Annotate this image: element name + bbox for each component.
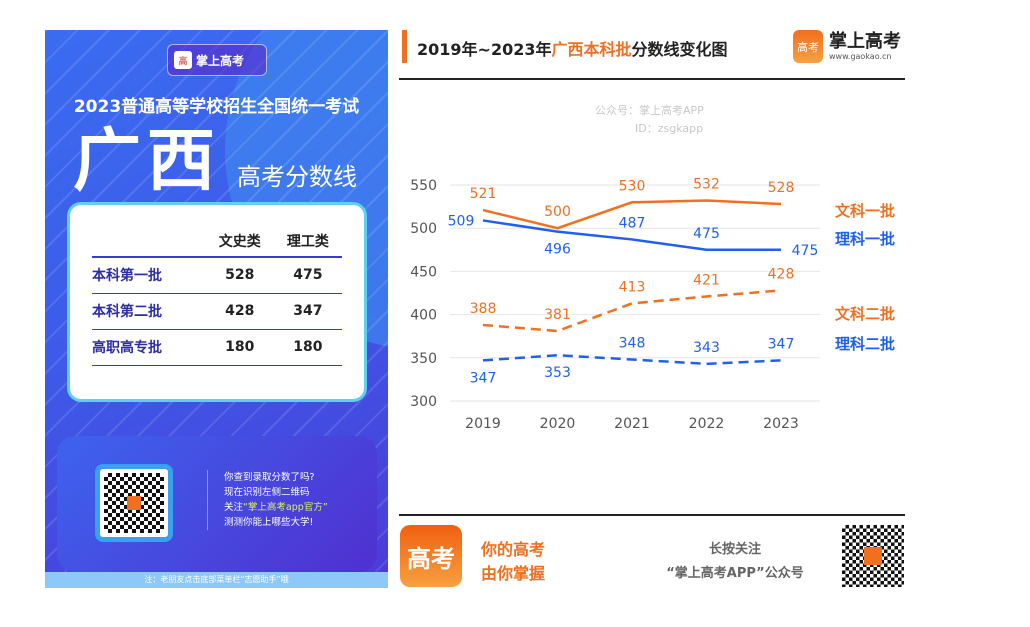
watermark: 公众号：掌上高考APP <box>595 103 704 117</box>
qr-code[interactable] <box>95 464 173 542</box>
data-label: 343 <box>693 340 720 356</box>
x-tick-label: 2022 <box>689 416 725 432</box>
score-table: 文史类 理工类 本科第一批 528 475 本科第二批 428 347 高职高专批 180 1… <box>92 225 342 366</box>
cell: 528 <box>205 257 274 294</box>
gaokao-logo-icon: 高考 <box>793 30 823 63</box>
header-cell: 理工类 <box>273 225 342 258</box>
header-cell <box>92 225 206 258</box>
y-tick-label: 300 <box>410 394 437 410</box>
promo-line: 关注“掌上高考app官方” <box>224 500 328 515</box>
x-tick-label: 2021 <box>614 416 650 432</box>
line-chart: 公众号：掌上高考APP ID：zsgkapp 300 350 400 450 500 550 2… <box>410 103 895 432</box>
chart-title: 2019年~2023年广西本科批分数线变化图 <box>417 36 728 60</box>
series-line-1 <box>482 219 781 252</box>
legend-label: 理科一批 <box>835 230 895 248</box>
data-label: 487 <box>619 215 646 231</box>
data-label: 475 <box>792 243 819 259</box>
slogan-line: 你的高考 <box>481 540 546 559</box>
slogan-line: 由你掌握 <box>481 564 546 583</box>
data-label: 530 <box>619 178 646 194</box>
x-tick-label: 2023 <box>763 416 799 432</box>
table-row: 本科第一批 528 475 <box>92 257 342 294</box>
watermark: ID：zsgkapp <box>635 122 703 135</box>
brand-badge: 高掌上高考 <box>167 44 267 76</box>
data-label: 388 <box>470 301 497 317</box>
title-accent-bar <box>402 30 407 63</box>
follow-text: 长按关注 “掌上高考APP”公众号 <box>645 538 825 586</box>
divider <box>399 514 905 516</box>
promo-line: 现在识别左侧二维码 <box>224 487 310 498</box>
brand-name: 掌上高考 <box>829 31 901 52</box>
promo-text-part: 关注 <box>224 502 244 513</box>
promo-panel: 你查到录取分数了吗? 现在识别左侧二维码 关注“掌上高考app官方” 测测你能上… <box>57 436 377 572</box>
slogan: 你的高考 由你掌握 <box>481 538 545 586</box>
data-label: 347 <box>768 336 795 352</box>
gaokao-app-icon: 高考 <box>400 525 462 587</box>
y-tick-label: 350 <box>410 351 437 367</box>
region-title: 广西 <box>73 122 222 201</box>
series-line-2 <box>482 289 782 333</box>
cell: 428 <box>205 293 274 330</box>
title-part: 分数线变化图 <box>631 40 728 59</box>
cell: 180 <box>205 329 274 366</box>
follow-line: 长按关注 <box>708 542 761 557</box>
brand-url: www.gaokao.cn <box>829 52 892 61</box>
cell: 本科第一批 <box>92 257 206 294</box>
data-label: 348 <box>619 336 646 352</box>
y-tick-label: 500 <box>410 221 437 237</box>
promo-line: 你查到录取分数了吗? <box>224 472 315 483</box>
divider <box>399 78 905 80</box>
y-tick-label: 450 <box>410 264 437 280</box>
score-card: 文史类 理工类 本科第一批 528 475 本科第二批 428 347 高职高专批 180 1… <box>67 202 367 402</box>
promo-highlight: “掌上高考app官方” <box>243 502 328 513</box>
brand-name: 掌上高考 <box>196 53 245 68</box>
data-label: 532 <box>693 177 720 193</box>
series-line-0 <box>482 199 782 230</box>
data-label: 509 <box>448 213 475 229</box>
qr-code[interactable] <box>842 525 904 587</box>
cell: 475 <box>273 257 342 294</box>
legend-label: 理科二批 <box>835 335 895 353</box>
cell: 高职高专批 <box>92 329 206 366</box>
data-label: 413 <box>619 279 646 295</box>
data-label: 381 <box>544 307 571 323</box>
legend-label: 文科一批 <box>835 202 895 220</box>
x-tick-label: 2019 <box>465 416 501 432</box>
legend-label: 文科二批 <box>835 305 895 323</box>
data-label: 521 <box>470 186 497 202</box>
promo-line: 测测你能上哪些大学! <box>224 517 314 528</box>
data-label: 475 <box>693 226 720 242</box>
poster-subtitle: 高考分数线 <box>237 163 357 191</box>
cell: 180 <box>273 329 342 366</box>
title-part: 2019年~2023年 <box>417 40 552 59</box>
table-header-row: 文史类 理工类 <box>92 225 342 258</box>
promo-text: 你查到录取分数了吗? 现在识别左侧二维码 关注“掌上高考app官方” 测测你能上… <box>207 470 328 530</box>
y-tick-label: 550 <box>410 178 437 194</box>
title-accent: 广西本科批 <box>551 40 632 59</box>
series-line-3 <box>482 353 782 366</box>
table-row: 高职高专批 180 180 <box>92 329 342 366</box>
brand-logo: 高考 掌上高考 www.gaokao.cn <box>793 30 901 63</box>
footer-note: 注：老朋友点击底部菜单栏“志愿助手”哦 <box>45 572 388 588</box>
data-label: 347 <box>470 370 497 386</box>
x-tick-label: 2020 <box>540 416 576 432</box>
exam-title: 2023普通高等学校招生全国统一考试 <box>73 97 360 117</box>
cell: 本科第二批 <box>92 293 206 330</box>
header-cell: 文史类 <box>205 225 274 258</box>
data-label: 353 <box>544 365 571 381</box>
chart-panel: 2019年~2023年广西本科批分数线变化图 高考 掌上高考 www.gaokao.… <box>395 20 915 610</box>
data-label: 528 <box>768 180 795 196</box>
cell: 347 <box>273 293 342 330</box>
follow-line: “掌上高考APP”公众号 <box>666 566 804 581</box>
score-poster: 高掌上高考 2023普通高等学校招生全国统一考试 广西 高考分数线 文史类 理工类… <box>45 30 388 588</box>
data-label: 500 <box>544 204 571 220</box>
y-tick-label: 400 <box>410 308 437 324</box>
data-label: 496 <box>544 242 571 258</box>
gaokao-logo-icon: 高 <box>174 51 192 69</box>
data-label: 428 <box>768 266 795 282</box>
table-row: 本科第二批 428 347 <box>92 293 342 330</box>
data-label: 421 <box>693 272 720 288</box>
